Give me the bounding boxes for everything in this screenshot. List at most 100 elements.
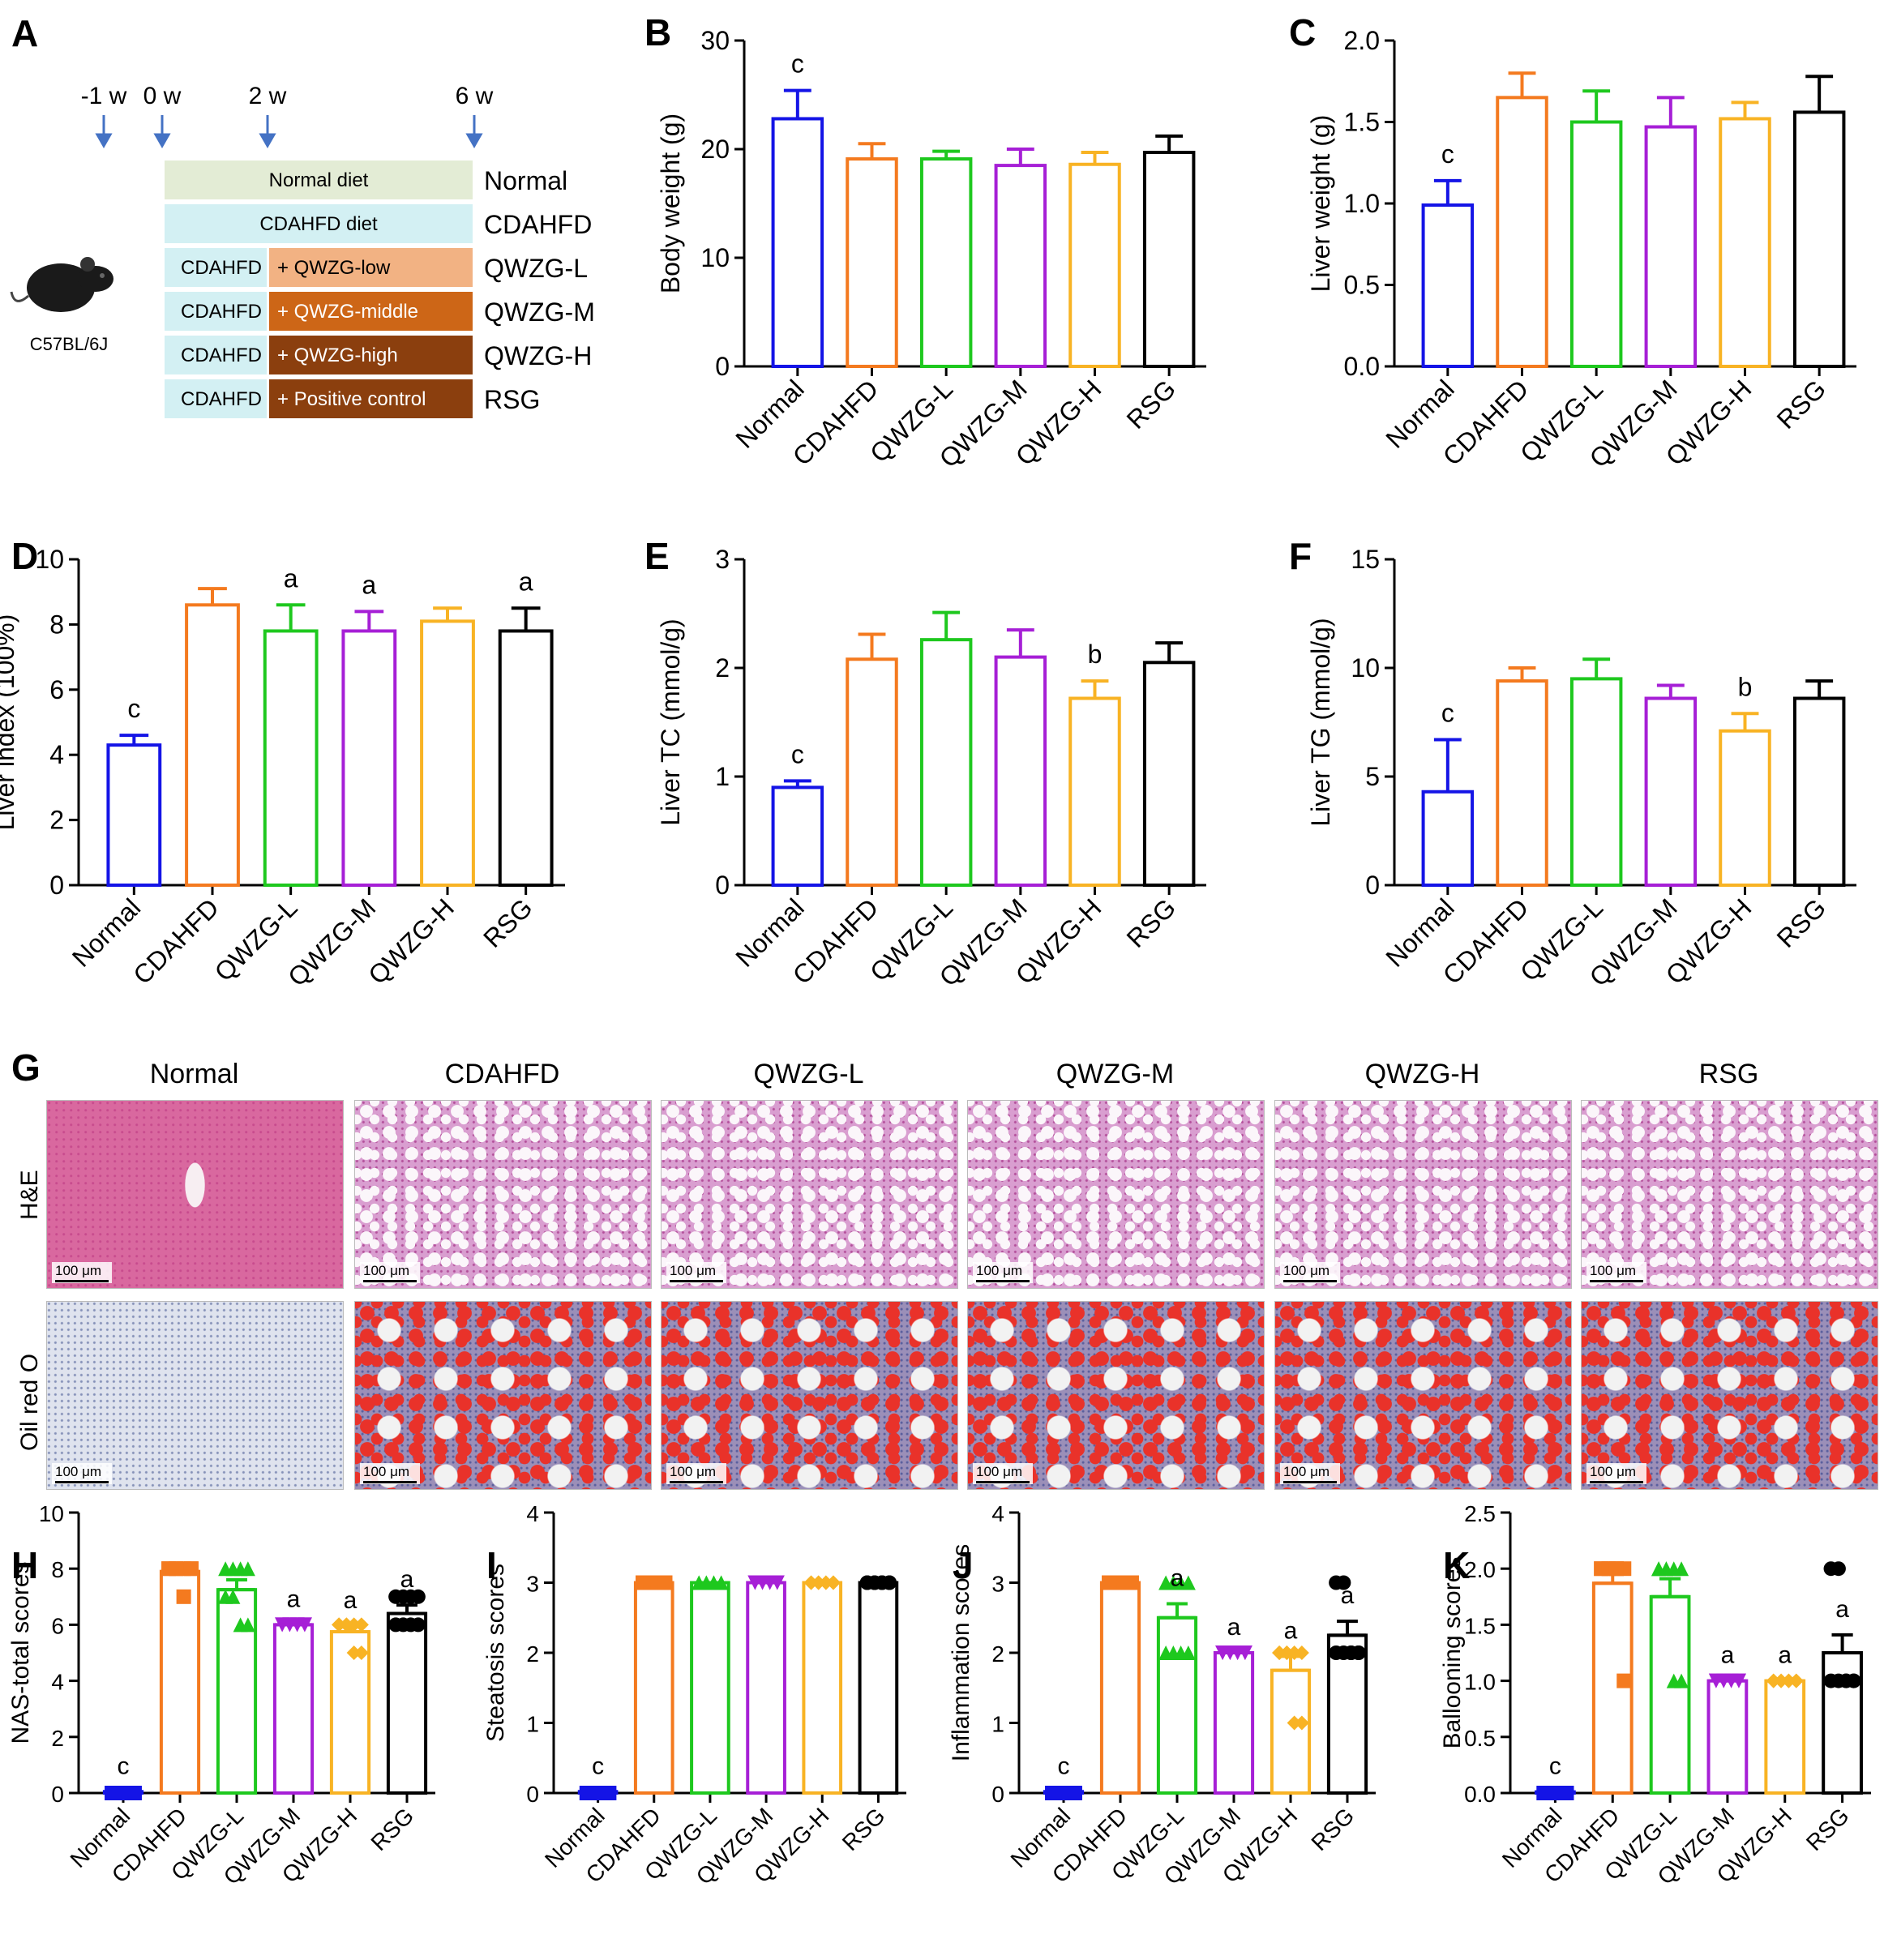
bar-rsg [386,1611,428,1795]
x-tick-label: QWZG-L [864,892,958,986]
data-point [1536,1786,1552,1800]
micrograph-oil-rsg: 100 μm [1581,1301,1878,1490]
x-tick-label: Normal [66,1803,135,1872]
bar-rsg [1326,1633,1368,1795]
data-point [1594,1561,1609,1577]
data-point [579,1786,594,1800]
data-point [1766,1673,1781,1688]
bar-cdahfd [846,157,898,368]
data-point [1060,1786,1075,1800]
y-axis-label: Body weight (g) [656,113,685,293]
data-point [105,1786,120,1800]
bar-rsg [498,629,554,887]
bar-normal [102,1790,144,1795]
sig-letter: a [284,563,298,593]
data-point [755,1575,770,1590]
sig-letter: c [127,694,140,723]
data-point [594,1786,610,1800]
diet-box-5 [165,379,267,418]
bar-qwzg-h [1068,162,1121,368]
data-point [1601,1561,1616,1577]
chart-k: K 0.0 0.5 1.0 1.5 2.0 2.5 Ballooning scores c Nor… [1439,1501,1871,1889]
data-point [1237,1645,1252,1660]
bar-qwzg-h [802,1581,843,1795]
treatment-text-5: + Positive control [277,388,426,410]
x-tick-label: QWZG-H [1010,892,1107,990]
data-point [1237,1645,1252,1660]
data-point [346,1617,362,1633]
x-tick-label: RSG [1121,374,1181,434]
data-point [1823,1673,1839,1688]
panel-a-label: A [11,12,39,54]
scale-bar: 100 μm [1586,1262,1646,1283]
timeline-label-1: 0 w [143,83,182,109]
data-point [1608,1561,1624,1577]
data-point [1294,1715,1309,1731]
y-tick-label: 10 [700,243,730,272]
data-point [218,1561,233,1577]
data-point [1336,1645,1351,1660]
x-tick-label: RSG [1121,892,1181,952]
data-point [1067,1786,1082,1800]
data-point [1166,1575,1181,1590]
data-point [1180,1575,1196,1590]
data-point [403,1617,418,1633]
data-point [1559,1786,1574,1800]
y-tick-label: 2 [715,653,730,683]
y-tick-label: 1.5 [1344,108,1380,137]
data-point [1343,1645,1359,1660]
data-point [587,1786,602,1800]
data-point [811,1575,826,1590]
bar-qwzg-l [690,1581,730,1795]
x-tick-label: QWZG-L [1514,892,1608,986]
x-tick-label: CDAHFD [1539,1803,1624,1887]
group-name-4: QWZG-H [484,341,592,370]
data-point [1124,1575,1139,1590]
bar-cdahfd [185,603,240,888]
data-point [1708,1673,1723,1688]
y-tick-label: 10 [1351,653,1380,683]
x-tick-label: CDAHFD [581,1803,666,1887]
x-tick-label: Normal [66,892,146,972]
data-point [769,1575,785,1590]
data-point [1708,1673,1723,1688]
treatment-box-3 [269,292,473,331]
data-point [657,1575,673,1590]
y-axis-label: Steatosis scores [482,1564,509,1742]
x-tick-label: Normal [540,1803,610,1872]
data-point [176,1561,191,1577]
y-axis-label: Liver TC (mmol/g) [656,618,685,825]
data-point [1124,1575,1139,1590]
y-tick-label: 4 [51,1670,64,1695]
data-point [882,1575,897,1590]
diet-text-2: CDAHFD [181,257,262,279]
x-tick-label: RSG [1771,374,1831,434]
data-point [1544,1786,1559,1800]
x-tick-label: QWZG-M [282,892,381,991]
col-head-qwzg-h: QWZG-H [1364,1059,1480,1089]
data-point [1336,1575,1351,1590]
y-tick-label: 1.0 [1344,189,1380,218]
sig-letter: c [118,1752,130,1779]
y-tick-label: 30 [700,26,730,55]
scale-bar: 100 μm [1280,1262,1340,1283]
data-point [1651,1561,1667,1577]
y-tick-label: 15 [1351,545,1380,574]
x-tick-label: QWZG-M [1159,1803,1246,1889]
panel-label-d: D [11,535,38,577]
data-point [233,1561,248,1577]
x-tick-label: QWZG-M [934,374,1033,473]
diet-text-5: CDAHFD [181,388,262,410]
data-point [657,1575,673,1590]
group-name-5: RSG [484,385,540,414]
data-point [636,1575,651,1590]
data-point [225,1561,241,1577]
timeline-label-3: 6 w [456,83,494,109]
x-tick-label: QWZG-M [692,1803,778,1889]
data-point [882,1575,897,1590]
data-point [353,1617,369,1633]
treatment-text-3: + QWZG-middle [277,301,418,323]
group-name-2: QWZG-L [484,254,588,283]
bar-cdahfd [1496,679,1548,888]
x-tick-label: RSG [477,892,537,952]
